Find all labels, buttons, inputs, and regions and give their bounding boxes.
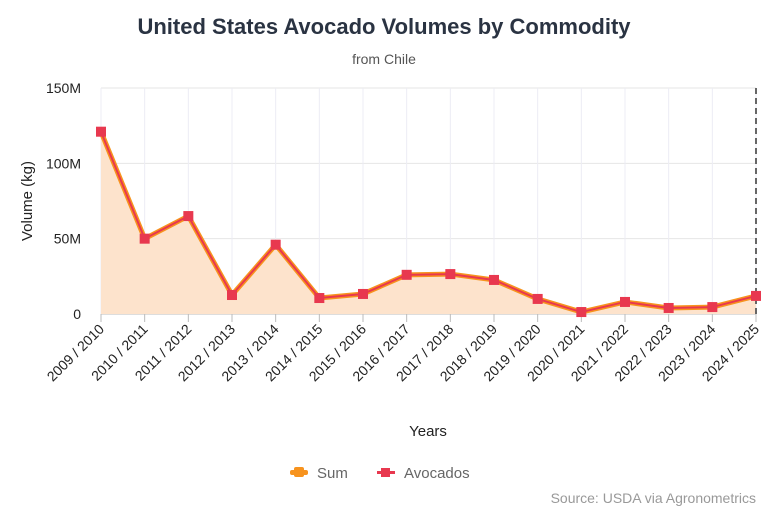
avocados-data-point bbox=[707, 302, 718, 313]
avocados-data-point bbox=[183, 211, 194, 222]
sum-legend-marker bbox=[294, 467, 304, 477]
avocados-line bbox=[100, 131, 757, 314]
avocados-data-point bbox=[445, 269, 456, 280]
avocados-data-point bbox=[358, 288, 368, 299]
avocados-data-point bbox=[314, 293, 325, 304]
x-axis-label: Years bbox=[409, 423, 447, 440]
y-tick-label: 100M bbox=[46, 155, 81, 171]
y-tick-label: 0 bbox=[73, 306, 81, 322]
sum-area bbox=[101, 131, 756, 314]
avocados-legend-marker bbox=[381, 468, 390, 477]
chart-title: United States Avocado Volumes by Commodi… bbox=[137, 14, 631, 39]
source-credit: Source: USDA via Agronometrics bbox=[551, 490, 756, 506]
avocados-data-point bbox=[532, 293, 543, 304]
avocados-data-point bbox=[576, 307, 587, 318]
y-tick-label: 150M bbox=[46, 80, 81, 96]
chart-subtitle: from Chile bbox=[352, 51, 416, 67]
avocados-data-point bbox=[270, 239, 281, 250]
avocados-data-point bbox=[620, 296, 630, 307]
legend-label-sum: Sum bbox=[317, 465, 348, 482]
legend-item-sum[interactable]: Sum bbox=[290, 465, 348, 482]
avocados-data-point bbox=[751, 290, 761, 301]
y-axis-label: Volume (kg) bbox=[19, 161, 36, 241]
legend-label-avocados: Avocados bbox=[404, 465, 470, 482]
avocados-data-point bbox=[401, 269, 412, 280]
avocados-data-point bbox=[663, 302, 674, 313]
legend-item-avocados[interactable]: Avocados bbox=[377, 465, 470, 482]
avocados-data-point bbox=[96, 126, 106, 137]
y-tick-label: 50M bbox=[54, 231, 81, 247]
avocados-data-point bbox=[139, 233, 150, 244]
avocados-data-point bbox=[227, 290, 237, 301]
avocados-data-point bbox=[489, 274, 499, 285]
